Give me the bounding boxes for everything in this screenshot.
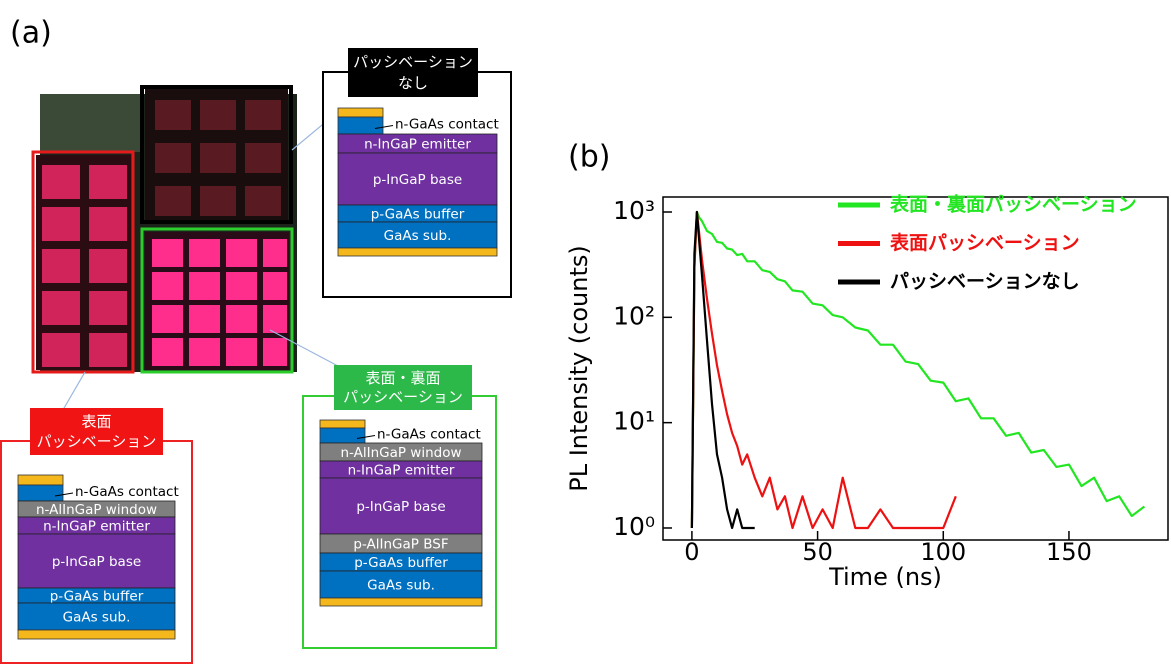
series-line [690, 210, 957, 530]
legend-label: パッシベーションなし [890, 271, 1080, 293]
contact-pointer [356, 435, 376, 439]
layer [337, 152, 498, 206]
layer-label: n-AlInGaP window [36, 502, 157, 518]
contact-pointer [54, 492, 74, 497]
layer-label: p-InGaP base [373, 172, 462, 188]
contact-label: n-GaAs contact [377, 427, 481, 443]
structure-tag [30, 408, 163, 455]
y-tick-label: 10¹ [613, 407, 655, 436]
structure-title: 表面・裏面 [365, 369, 440, 387]
layer-label: n-InGaP emitter [348, 463, 455, 479]
photo [31, 85, 356, 416]
back-contact [337, 247, 498, 257]
legend-label: 表面パッシベーション [890, 231, 1080, 254]
layer [319, 570, 483, 599]
x-tick-label: 150 [1046, 538, 1092, 566]
layer-label: n-AlInGaP window [340, 445, 461, 461]
layer-label: p-InGaP base [52, 554, 141, 570]
y-tick-label: 10² [613, 301, 655, 330]
layer-label: GaAs sub. [384, 228, 452, 244]
layer-label: p-GaAs buffer [354, 555, 448, 571]
layer-label: p-InGaP base [356, 499, 445, 515]
layer-label: n-InGaP emitter [43, 519, 150, 535]
panel-label: (a) [10, 16, 52, 51]
y-tick-label: 10³ [613, 196, 655, 225]
contact-cap [319, 427, 366, 444]
layer-label: p-GaAs buffer [50, 589, 144, 605]
x-axis-label: Time (ns) [828, 563, 942, 591]
contact-cap [17, 484, 64, 502]
structure-title: パッシベーション [343, 388, 463, 406]
structure-title: パッシベーション [37, 432, 157, 450]
back-contact [17, 629, 176, 640]
structure-tag [334, 365, 472, 410]
layer-label: n-InGaP emitter [364, 137, 471, 153]
legend-label: 表面・裏面パッシベーション [890, 193, 1137, 216]
series-line [690, 210, 755, 530]
structure-title: パッシベーション [353, 53, 473, 71]
series-line [690, 210, 1146, 529]
x-tick-label: 50 [802, 538, 833, 566]
contact-pointer [374, 125, 394, 129]
back-contact [319, 597, 483, 607]
plot-frame [662, 196, 1169, 541]
x-tick-label: 0 [684, 538, 699, 566]
contact-label: n-GaAs contact [395, 117, 499, 133]
structure-title: なし [398, 74, 428, 92]
layer [17, 533, 176, 589]
structure-tag [348, 48, 478, 97]
layer [319, 477, 483, 535]
contact-metal [17, 474, 64, 486]
structure-title: 表面 [81, 413, 111, 431]
contact-cap [337, 116, 384, 135]
contact-metal [319, 419, 366, 429]
y-axis-label: PL Intensity (counts) [565, 245, 593, 492]
layer-label: GaAs sub. [367, 578, 435, 594]
y-tick-label: 10⁰ [613, 512, 655, 541]
layer-label: GaAs sub. [63, 610, 131, 626]
layer [337, 221, 498, 249]
plot-lines [690, 210, 1146, 530]
chart: (b) 0 50 100 150 10⁰ 10¹ 10² 10³ Time (ns) PL Inte… [565, 140, 1169, 591]
x-tick-label: 100 [920, 538, 966, 566]
layer-label: p-AlInGaP BSF [353, 537, 448, 553]
contact-label: n-GaAs contact [75, 484, 179, 500]
panel-label: (b) [568, 140, 610, 175]
contact-metal [337, 107, 384, 118]
layer-label: p-GaAs buffer [371, 207, 465, 223]
